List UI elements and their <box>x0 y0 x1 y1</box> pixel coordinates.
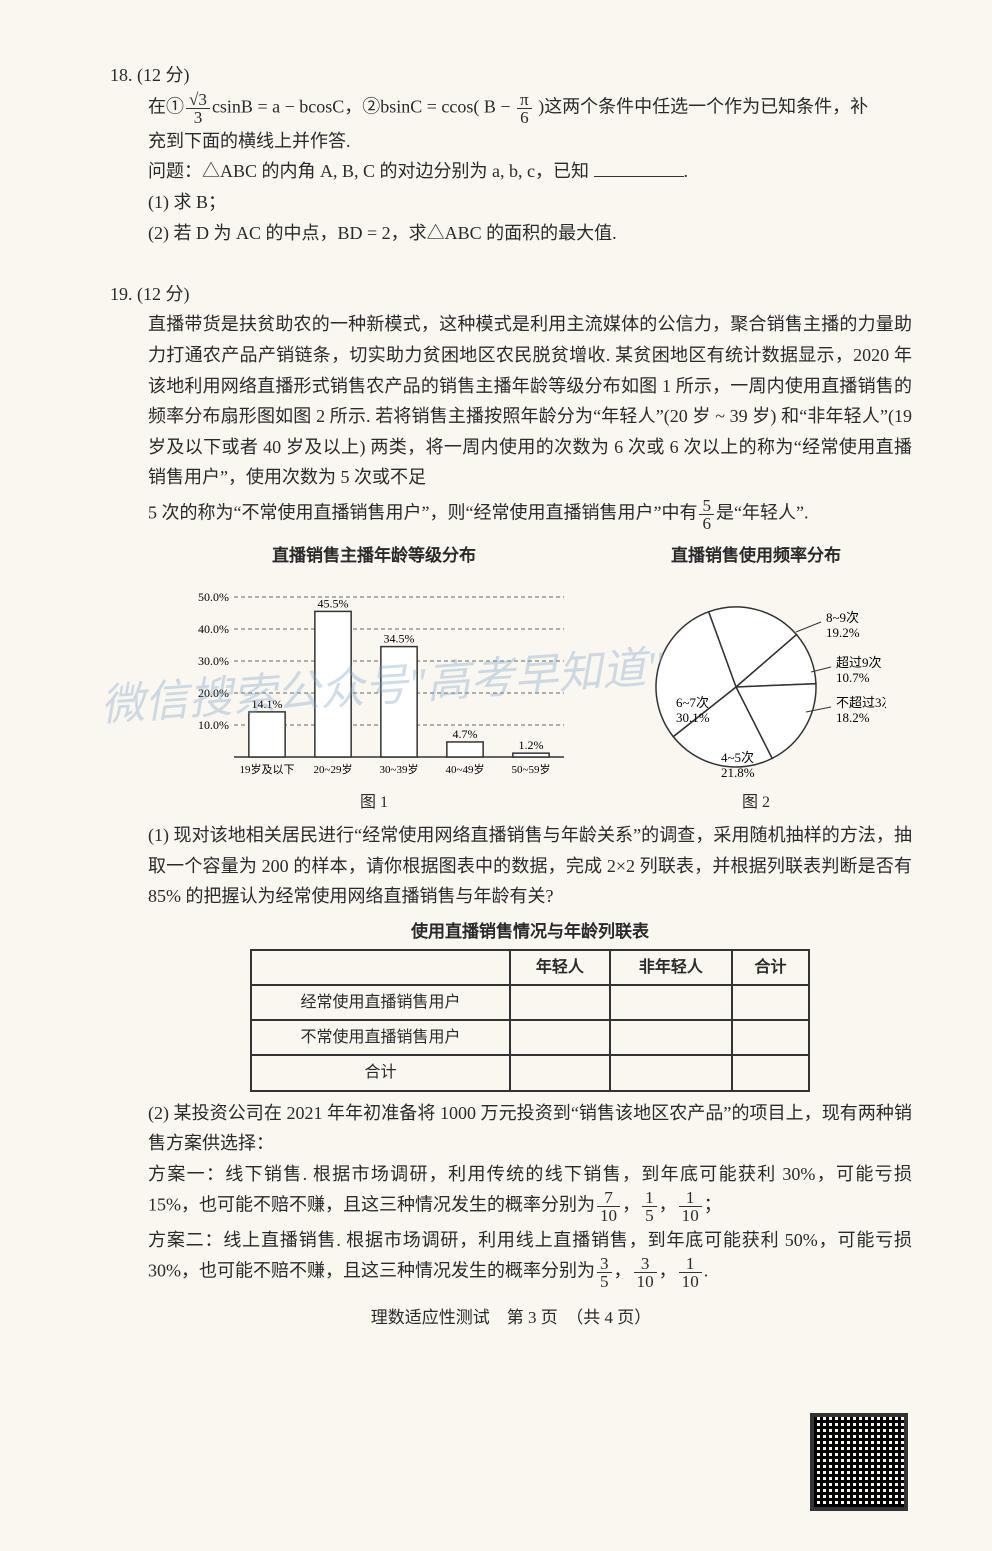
svg-text:50~59岁: 50~59岁 <box>512 762 551 776</box>
q19-sub1: (1) 现对该地相关居民进行“经常使用网络直播销售与年龄关系”的调查，采用随机抽… <box>148 820 912 912</box>
svg-text:14.1%: 14.1% <box>252 697 283 711</box>
q18-sub2: (2) 若 D 为 AC 的中点，BD = 2，求△ABC 的面积的最大值. <box>148 218 912 249</box>
page-footer: 理数适应性测试 第 3 页 （共 4 页） <box>110 1304 912 1333</box>
q18-sub1: (1) 求 B； <box>148 187 912 218</box>
table-row: 合计 <box>251 1055 809 1090</box>
svg-text:20~29岁: 20~29岁 <box>314 762 353 776</box>
q19-plan1: 方案一：线下销售. 根据市场调研，利用传统的线下销售，到年底可能获利 30%，可… <box>148 1159 912 1225</box>
q18-line2: 充到下面的横线上并作答. <box>148 126 912 157</box>
svg-text:40.0%: 40.0% <box>198 622 229 636</box>
svg-text:45.5%: 45.5% <box>318 596 349 610</box>
svg-text:18.2%: 18.2% <box>836 710 870 725</box>
table-row: 经常使用直播销售用户 <box>251 985 809 1020</box>
svg-text:4~5次: 4~5次 <box>721 750 754 765</box>
question-19: 19. (12 分) 直播带货是扶贫助农的一种新模式，这种模式是利用主流媒体的公… <box>110 279 912 1291</box>
contingency-table: 年轻人 非年轻人 合计 经常使用直播销售用户 不常使用直播销售用户 <box>250 949 810 1092</box>
table-row: 不常使用直播销售用户 <box>251 1020 809 1055</box>
svg-text:超过9次: 超过9次 <box>836 655 882 670</box>
table-title: 使用直播销售情况与年龄列联表 <box>148 918 912 947</box>
q19-sub2: (2) 某投资公司在 2021 年年初准备将 1000 万元投资到“销售该地区农… <box>148 1098 912 1159</box>
svg-text:4.7%: 4.7% <box>453 727 478 741</box>
pie-chart-caption: 图 2 <box>626 789 886 816</box>
svg-text:6~7次: 6~7次 <box>676 695 709 710</box>
svg-text:50.0%: 50.0% <box>198 590 229 604</box>
q18-line1: 在①√33csinB = a − bcosC，②bsinC = ccos( B … <box>148 91 912 126</box>
svg-text:不超过3次: 不超过3次 <box>836 695 886 710</box>
svg-text:1.2%: 1.2% <box>519 738 544 752</box>
svg-text:20.0%: 20.0% <box>198 686 229 700</box>
q18-line3: 问题：△ABC 的内角 A, B, C 的对边分别为 a, b, c，已知 . <box>148 156 912 187</box>
question-18: 18. (12 分) 在①√33csinB = a − bcosC，②bsinC… <box>110 60 912 248</box>
q18-number: 18. (12 分) <box>110 60 912 91</box>
bar-chart-box: 直播销售主播年龄等级分布 10.0% 20.0% 30.0% 40.0% 50.0% 14… <box>174 542 574 816</box>
qr-code-icon <box>810 1413 908 1511</box>
exam-page: 18. (12 分) 在①√33csinB = a − bcosC，②bsinC… <box>0 0 992 1551</box>
charts-row: 直播销售主播年龄等级分布 10.0% 20.0% 30.0% 40.0% 50.0% 14… <box>148 542 912 816</box>
bar-chart-caption: 图 1 <box>174 789 574 816</box>
svg-text:21.8%: 21.8% <box>721 765 755 780</box>
fill-blank <box>594 158 684 177</box>
pie-chart-box: 直播销售使用频率分布 8~9次19.2% 超过9次10.7% 不超过3次18.2% 4… <box>626 542 886 816</box>
q19-number: 19. (12 分) <box>110 279 912 310</box>
bar-chart-title: 直播销售主播年龄等级分布 <box>174 542 574 571</box>
svg-text:34.5%: 34.5% <box>384 632 415 646</box>
svg-text:40~49岁: 40~49岁 <box>446 762 485 776</box>
svg-text:8~9次: 8~9次 <box>826 610 859 625</box>
svg-text:19.2%: 19.2% <box>826 625 860 640</box>
svg-text:30.0%: 30.0% <box>198 654 229 668</box>
q19-plan2: 方案二：线上直播销售. 根据市场调研，利用线上直播销售，到年底可能获利 50%，… <box>148 1225 912 1291</box>
pie-chart-title: 直播销售使用频率分布 <box>626 542 886 571</box>
svg-text:19岁及以下: 19岁及以下 <box>240 762 295 776</box>
svg-text:10.7%: 10.7% <box>836 670 870 685</box>
svg-text:30~39岁: 30~39岁 <box>380 762 419 776</box>
q19-p2: 5 次的称为“不常使用直播销售用户”，则“经常使用直播销售用户”中有56是“年轻… <box>148 497 912 532</box>
svg-text:30.1%: 30.1% <box>676 710 710 725</box>
svg-text:10.0%: 10.0% <box>198 718 229 732</box>
q19-p1: 直播带货是扶贫助农的一种新模式，这种模式是利用主流媒体的公信力，聚合销售主播的力… <box>148 309 912 493</box>
